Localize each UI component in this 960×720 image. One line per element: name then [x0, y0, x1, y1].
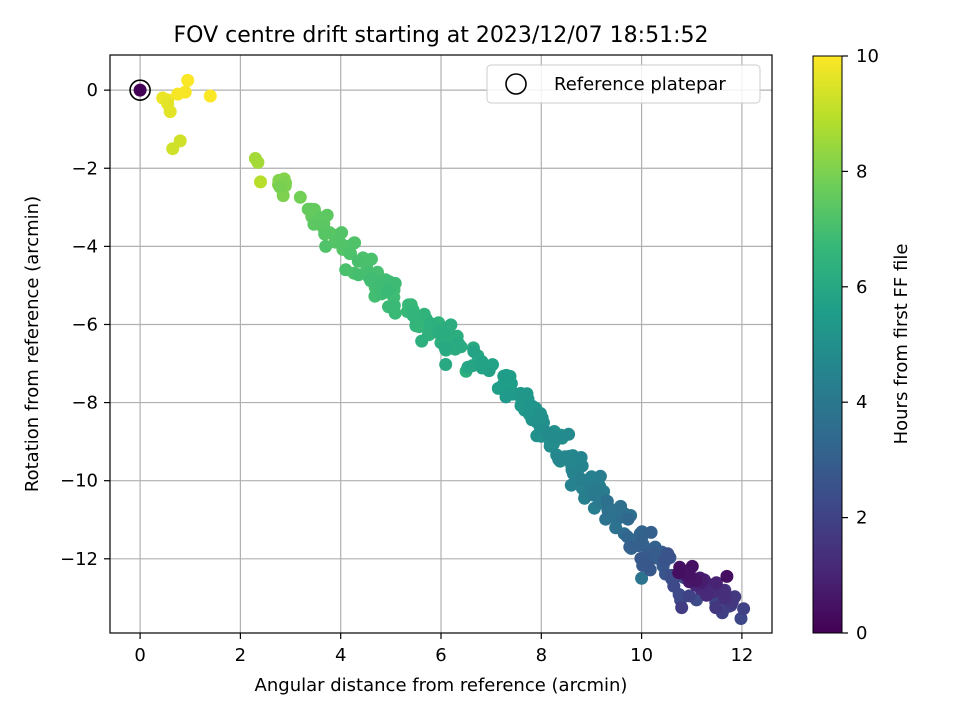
data-point-186: [552, 452, 566, 466]
data-point-47: [344, 246, 357, 260]
data-point-76: [388, 306, 402, 320]
data-point-229: [620, 530, 634, 544]
data-point-138: [498, 371, 512, 385]
data-point-215: [635, 571, 649, 585]
y-axis-ticks: 0 −2 −4 −6 −8 −10 −12: [60, 80, 110, 570]
y-tick-label-0: 0: [87, 80, 98, 101]
data-point-58: [351, 268, 365, 282]
reference-point: [133, 83, 147, 97]
y-tick-label-1: −2: [71, 158, 98, 179]
y-axis-label: Rotation from reference (arcmin): [22, 196, 43, 492]
data-point-267: [682, 589, 696, 603]
data-point-35: [318, 227, 332, 241]
data-point-118: [439, 358, 453, 371]
x-tick-label-4: 8: [536, 645, 547, 666]
data-point-166: [534, 407, 547, 420]
colorbar-tick-label-1: 2: [856, 508, 867, 529]
legend-box: [486, 64, 761, 104]
data-point-9: [166, 142, 180, 156]
data-point-238: [632, 539, 646, 553]
chart-title: FOV centre drift starting at 2023/12/07 …: [174, 23, 709, 48]
x-tick-label-2: 4: [335, 645, 346, 666]
data-point-0: [181, 73, 195, 87]
colorbar-tick-label-3: 6: [856, 277, 867, 298]
x-tick-label-3: 6: [435, 645, 446, 666]
data-point-21: [293, 190, 307, 204]
data-point-3: [178, 85, 192, 99]
x-tick-label-1: 2: [235, 645, 246, 666]
data-point-278: [709, 601, 723, 615]
data-point-41: [335, 226, 349, 240]
legend: Reference platepar: [486, 64, 761, 104]
data-point-87: [406, 308, 420, 322]
reference-marker: [129, 79, 151, 101]
data-point-291: [699, 586, 713, 600]
data-point-12: [251, 155, 265, 169]
data-point-285: [716, 585, 730, 599]
data-point-270: [737, 602, 751, 616]
data-point-44: [319, 239, 333, 253]
data-point-51: [364, 252, 378, 266]
x-tick-label-6: 12: [730, 645, 753, 666]
reference-ring: [129, 79, 151, 101]
data-point-7: [163, 105, 177, 119]
data-point-10: [254, 175, 267, 189]
x-tick-label-5: 10: [630, 645, 653, 666]
data-point-116: [451, 336, 465, 350]
colorbar-tick-label-0: 0: [856, 623, 867, 644]
y-tick-label-2: −4: [71, 236, 98, 257]
data-point-237: [644, 525, 658, 539]
data-point-122: [467, 344, 481, 358]
data-point-228: [621, 512, 635, 526]
y-tick-label-4: −8: [71, 393, 98, 414]
y-tick-label-5: −10: [60, 471, 98, 492]
colorbar-ticks: 0 2 4 6 8 10: [842, 46, 879, 644]
colorbar-tick-label-5: 10: [856, 46, 879, 67]
data-point-141: [499, 390, 513, 404]
data-point-53: [351, 254, 365, 268]
data-point-96: [415, 334, 429, 348]
data-point-306: [720, 569, 734, 583]
data-point-253: [661, 547, 675, 561]
colorbar-tick-label-4: 8: [856, 161, 867, 182]
legend-entry-reference-platepar: Reference platepar: [554, 74, 726, 95]
data-point-294: [709, 576, 723, 590]
data-point-304: [685, 559, 699, 573]
colorbar-tick-label-2: 4: [856, 392, 867, 413]
data-point-305: [672, 566, 686, 580]
data-point-178: [562, 427, 576, 441]
data-point-222: [600, 494, 614, 508]
y-tick-label-3: −6: [71, 314, 98, 335]
data-point-220: [601, 504, 615, 518]
data-point-264: [734, 612, 748, 625]
data-point-46: [347, 236, 361, 250]
colorbar-label: Hours from first FF file: [891, 244, 912, 445]
x-axis-label: Angular distance from reference (arcmin): [255, 675, 628, 696]
data-point-113: [436, 327, 450, 341]
data-point-190: [575, 459, 589, 473]
colorbar: [812, 55, 843, 634]
data-point-248: [641, 559, 655, 573]
data-point-77: [381, 283, 395, 297]
data-point-200: [574, 473, 588, 487]
data-points: [156, 73, 751, 625]
data-point-31: [320, 208, 334, 222]
x-axis-ticks: 0 2 4 6 8 10 12: [134, 633, 753, 666]
data-point-99: [424, 317, 438, 330]
data-point-126: [482, 364, 496, 378]
data-point-176: [548, 429, 562, 443]
x-tick-label-0: 0: [134, 645, 145, 666]
data-point-210: [592, 484, 606, 498]
data-point-117: [438, 341, 452, 355]
data-point-203: [593, 469, 607, 483]
data-point-20: [273, 180, 287, 194]
data-point-1: [203, 89, 217, 103]
data-point-274: [675, 601, 689, 615]
y-tick-label-6: −12: [60, 549, 98, 570]
data-point-260: [667, 579, 681, 593]
legend-marker-icon: [505, 73, 527, 95]
